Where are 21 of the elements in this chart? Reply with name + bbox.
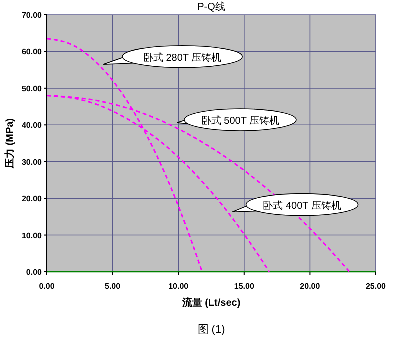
x-tick-label: 0.00	[39, 282, 56, 291]
x-axis-title: 流量 (Lt/sec)	[181, 297, 241, 309]
y-tick-label: 40.00	[22, 121, 43, 130]
y-tick-label: 10.00	[22, 231, 43, 240]
x-tick-label: 20.00	[300, 282, 321, 291]
y-axis-title: 压力 (MPa)	[4, 118, 16, 170]
y-tick-label: 60.00	[22, 48, 43, 57]
text: 卧式 280T 压铸机	[143, 52, 222, 64]
y-tick-label: 50.00	[22, 84, 43, 94]
chart-title: P-Q线	[198, 1, 226, 13]
x-tick-label: 15.00	[234, 282, 255, 291]
x-tick-label: 25.00	[366, 282, 387, 291]
text: 卧式 400T 压铸机	[263, 200, 342, 212]
y-tick-label: 70.00	[22, 11, 43, 20]
y-tick-label: 0.00	[26, 268, 43, 277]
y-tick-label: 20.00	[22, 194, 43, 204]
series-label: 卧式 500T 压铸机	[201, 115, 280, 128]
text: 图 (1)	[198, 324, 226, 336]
y-tick-label: 30.00	[22, 158, 43, 167]
x-tick-label: 5.00	[105, 282, 122, 291]
x-tick-label: 10.00	[168, 282, 190, 291]
